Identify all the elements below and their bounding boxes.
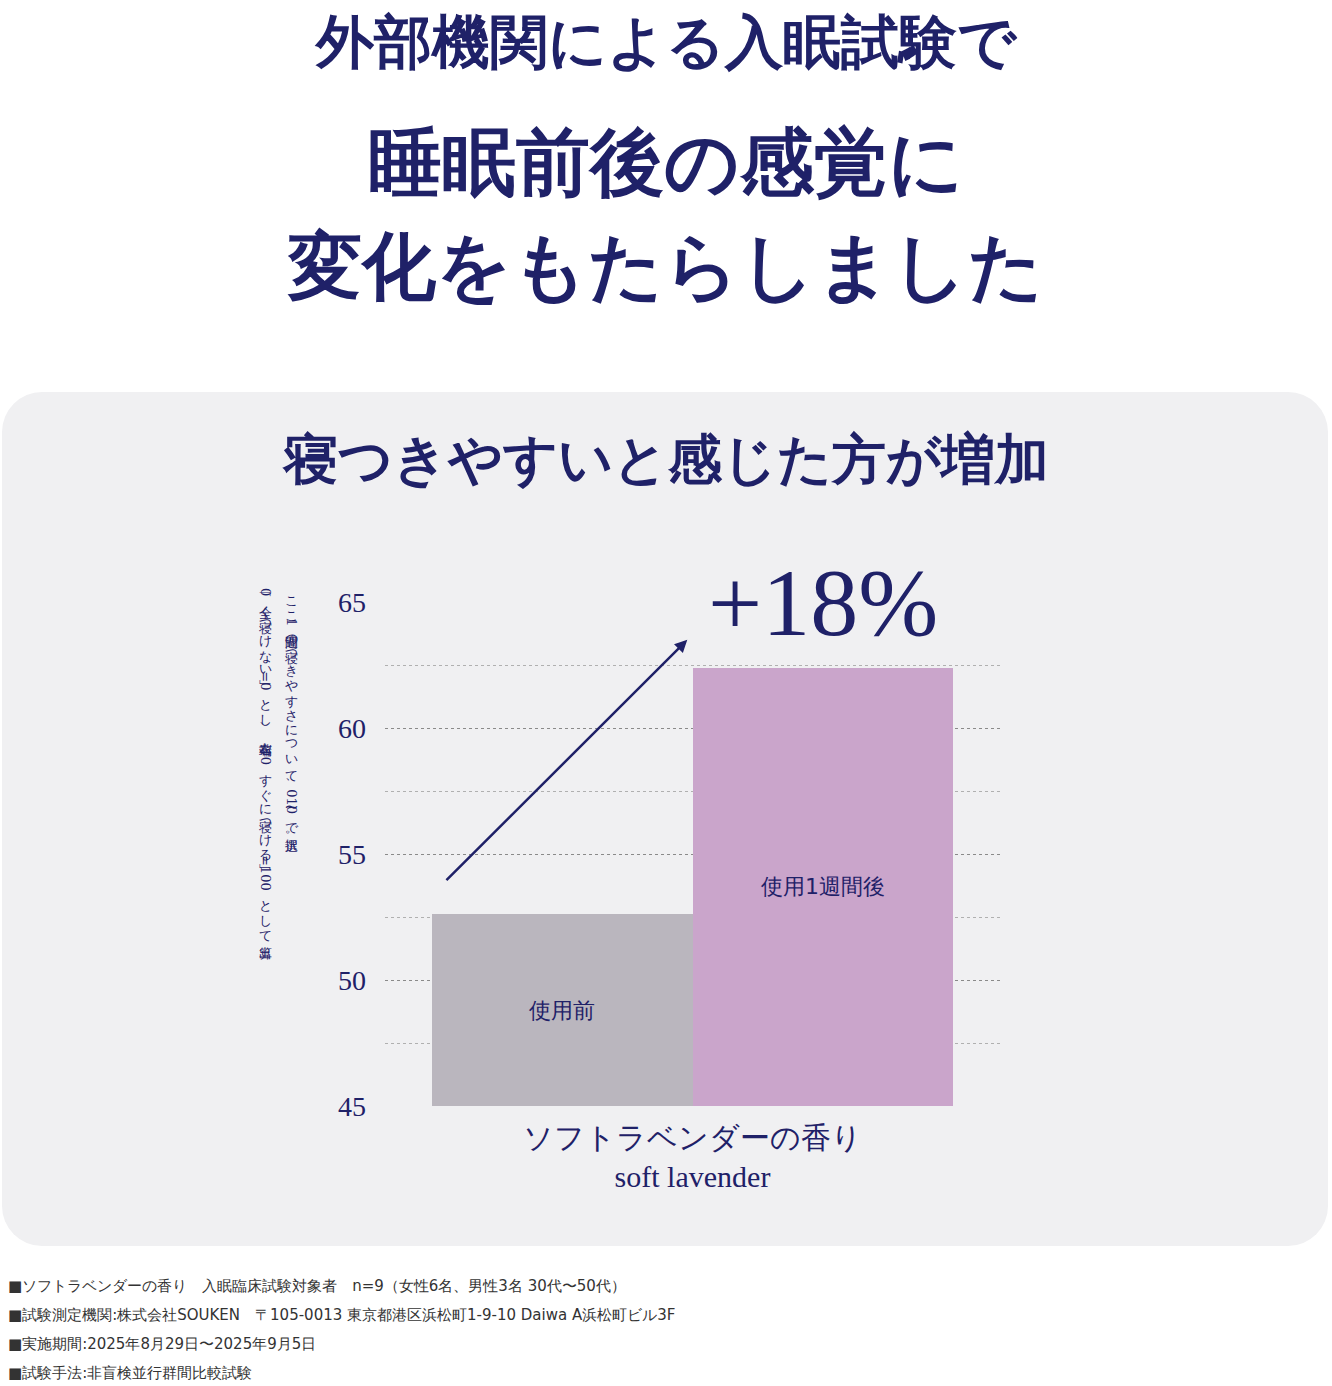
html-text:■実施期間:2025年8月29日〜2025年9月5日: ■実施期間:2025年8月29日〜2025年9月5日	[8, 1335, 317, 1353]
html-text:変化をもたらしました: 変化をもたらしました	[288, 226, 1044, 308]
html-text:寝つきやすいと感じた方が増加: 寝つきやすいと感じた方が増加	[283, 430, 1049, 490]
html-text:■ソフトラベンダーの香り 入眠臨床試験対象者 n=9（女性6: ■ソフトラベンダーの香り 入眠臨床試験対象者 n=9（女性6名、男性3名 30代…	[8, 1277, 626, 1295]
svg-text:使用1週間後: 使用1週間後	[761, 874, 885, 899]
html-text:ここ1週間の寝つきやすさについて、0〜10で選択。: ここ1週間の寝つきやすさについて、0〜10で選択。	[284, 588, 299, 843]
svg-text:45: 45	[338, 1091, 366, 1122]
html-text:「0全く寝つけない」=0とし、右端を「10すぐに寝つける」=: 「0全く寝つけない」=0とし、右端を「10すぐに寝つける」=100として算出	[258, 588, 273, 936]
svg-text:50: 50	[338, 965, 366, 996]
svg-text:+18%: +18%	[708, 549, 938, 656]
svg-text:使用前: 使用前	[529, 998, 595, 1023]
svg-text:65: 65	[338, 587, 366, 618]
svg-text:60: 60	[338, 713, 366, 744]
svg-text:55: 55	[338, 839, 366, 870]
html-text:睡眠前後の感覚に: 睡眠前後の感覚に	[368, 122, 964, 204]
html-text:外部機関による入眠試験で: 外部機関による入眠試験で	[316, 10, 1016, 75]
svg-text:ソフトラベンダーの香りsoft lavender: ソフトラベンダーの香りsoft lavender	[523, 1121, 862, 1193]
html-text:■試験手法:非盲検並行群間比較試験: ■試験手法:非盲検並行群間比較試験	[8, 1364, 253, 1382]
html-text:■試験測定機関:株式会社SOUKEN 〒105-0013 東: ■試験測定機関:株式会社SOUKEN 〒105-0013 東京都港区浜松町1-9…	[8, 1306, 676, 1324]
